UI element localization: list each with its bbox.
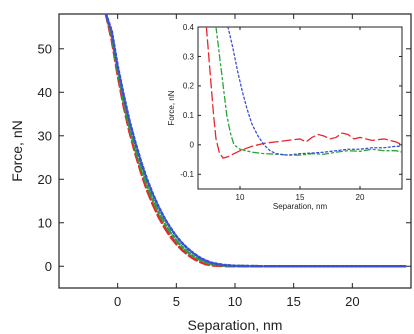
inset-y-tick-label: 0.2 (183, 82, 195, 91)
inset-y-tick-label: 0.1 (183, 111, 195, 120)
inset-x-tick-label: 20 (356, 193, 365, 202)
inset-series-line-1 (205, 27, 402, 159)
inset-y-tick-label: 0.3 (183, 52, 195, 61)
main-y-tick-label: 0 (45, 259, 52, 274)
main-x-tick-label: 0 (114, 294, 121, 309)
inset-plot-frame (197, 26, 403, 190)
main-x-tick-label: 20 (345, 294, 359, 309)
inset-y-axis-title: Force, nN (167, 90, 176, 125)
inset-series-line-3 (227, 27, 402, 156)
main-x-tick-label: 15 (286, 294, 300, 309)
main-x-tick-label: 10 (228, 294, 242, 309)
main-y-tick-label: 20 (38, 172, 52, 187)
main-y-tick-label: 40 (38, 85, 52, 100)
main-x-axis-title: Separation, nm (188, 317, 283, 333)
inset-x-axis-title: Separation, nm (273, 202, 328, 211)
inset-y-tick-label: 0 (190, 141, 195, 150)
main-y-tick-label: 10 (38, 215, 52, 230)
main-y-tick-label: 50 (38, 41, 52, 56)
inset-y-tick-label: -0.1 (180, 170, 194, 179)
inset-panel: 10 15 20 -0.1 0 0.1 0.2 0.3 0.4 Separation, nm For… (167, 23, 403, 211)
inset-x-tick-label: 15 (296, 193, 305, 202)
main-y-axis-title: Force, nN (9, 120, 25, 181)
inset-y-tick-label: 0.4 (183, 23, 195, 32)
main-y-tick-label: 30 (38, 128, 52, 143)
main-series-line-3 (104, 14, 407, 268)
inset-x-tick-label: 10 (236, 193, 245, 202)
main-x-tick-label: 5 (173, 294, 180, 309)
